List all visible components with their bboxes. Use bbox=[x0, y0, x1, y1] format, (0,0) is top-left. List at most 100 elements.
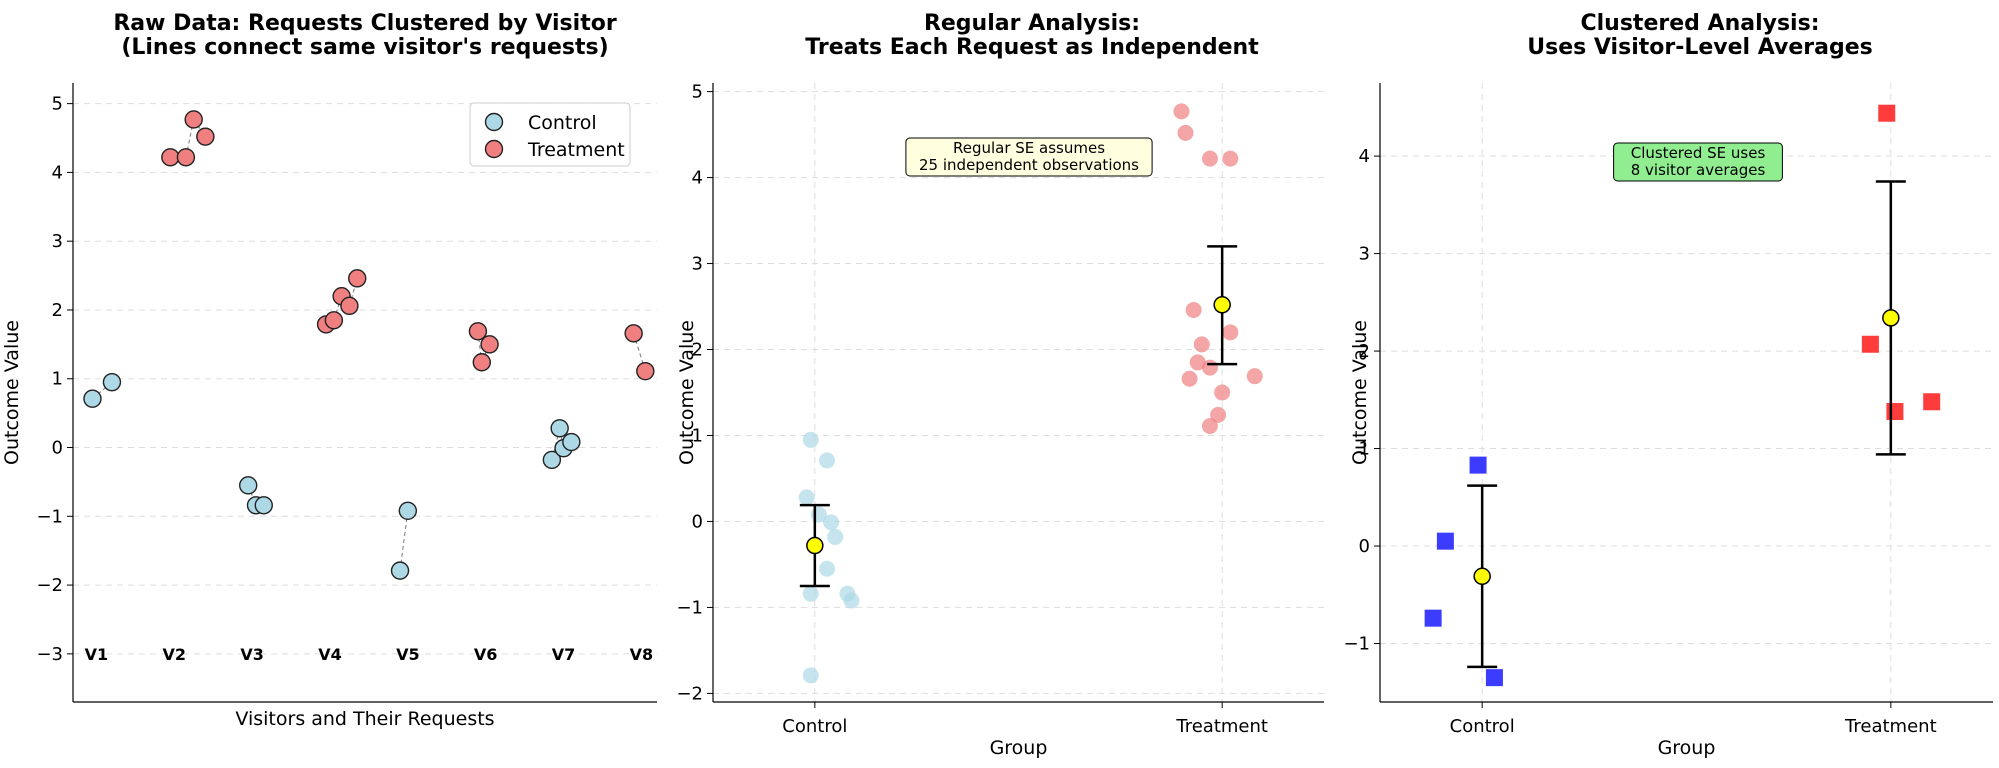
request-point bbox=[1189, 354, 1206, 371]
annotation-note-text: Regular SE assumes bbox=[953, 139, 1105, 157]
request-point bbox=[348, 269, 367, 288]
request-point bbox=[819, 452, 836, 469]
request-point bbox=[823, 514, 840, 531]
y-tick-label: 2 bbox=[1359, 341, 1370, 362]
annotation-note-text: Clustered SE uses bbox=[1631, 144, 1766, 162]
request-point bbox=[340, 296, 359, 316]
request-point bbox=[1246, 368, 1263, 385]
chart-subtitle: (Lines connect same visitor's requests) bbox=[121, 35, 608, 60]
request-point bbox=[636, 361, 655, 381]
y-tick-label: 1 bbox=[692, 425, 703, 446]
y-tick-label: 2 bbox=[52, 300, 63, 321]
y-tick-label: 3 bbox=[52, 231, 63, 252]
chart-title: Clustered Analysis: bbox=[1580, 11, 1819, 36]
y-tick-label: 3 bbox=[1359, 244, 1370, 265]
visitor-average-point bbox=[1485, 669, 1503, 687]
y-axis-label: Outcome Value bbox=[676, 320, 698, 465]
request-point bbox=[324, 311, 344, 330]
y-tick-label: −2 bbox=[676, 683, 703, 704]
x-tick-label: Control bbox=[782, 716, 847, 737]
y-tick-label: 5 bbox=[52, 94, 63, 115]
legend-marker bbox=[484, 112, 504, 132]
legend-label: Treatment bbox=[527, 139, 625, 161]
request-point bbox=[83, 389, 102, 408]
request-point bbox=[480, 335, 499, 354]
legend-marker bbox=[484, 139, 504, 159]
visitor-connector-line bbox=[399, 510, 409, 571]
request-point bbox=[550, 419, 569, 438]
request-point bbox=[542, 450, 562, 470]
legend-label: Control bbox=[528, 112, 597, 134]
request-point bbox=[1185, 301, 1202, 318]
request-point bbox=[819, 560, 836, 577]
request-point bbox=[196, 127, 215, 146]
y-tick-label: 3 bbox=[692, 254, 703, 275]
visitor-average-point bbox=[1923, 393, 1941, 411]
request-point bbox=[1201, 418, 1218, 435]
request-point bbox=[1222, 150, 1239, 167]
request-point bbox=[390, 561, 410, 580]
request-point bbox=[843, 592, 860, 609]
y-tick-label: 0 bbox=[1359, 536, 1370, 557]
request-point bbox=[1193, 336, 1210, 353]
request-point bbox=[102, 372, 122, 392]
y-tick-label: 2 bbox=[692, 340, 703, 361]
legend: Control Treatment bbox=[469, 102, 631, 167]
visitor-average-point bbox=[1878, 104, 1896, 122]
request-point bbox=[802, 585, 819, 602]
request-point bbox=[176, 148, 196, 167]
y-tick-label: 4 bbox=[692, 168, 703, 189]
request-point bbox=[1201, 359, 1218, 376]
y-tick-label: 1 bbox=[52, 369, 63, 390]
error-bar-control-mean-marker bbox=[806, 536, 824, 555]
request-point bbox=[254, 496, 273, 515]
annotation-note-box bbox=[905, 137, 1153, 177]
visitor-label: V2 bbox=[162, 645, 186, 664]
request-point bbox=[161, 148, 180, 167]
chart-title: Raw Data: Requests Clustered by Visitor bbox=[113, 11, 617, 36]
request-point bbox=[398, 501, 418, 520]
visitor-average-point bbox=[1886, 403, 1904, 421]
y-tick-label: 4 bbox=[1359, 146, 1370, 167]
request-point bbox=[238, 476, 258, 495]
x-axis-label: Visitors and Their Requests bbox=[235, 708, 494, 730]
x-axis-label: Group bbox=[1658, 737, 1716, 759]
error-bar-control-mean-marker bbox=[1473, 567, 1491, 586]
request-point bbox=[802, 667, 819, 684]
y-tick-label: −2 bbox=[36, 575, 63, 596]
y-tick-label: 4 bbox=[52, 162, 63, 183]
y-axis-label: Outcome Value bbox=[1349, 320, 1371, 465]
chart-subtitle: Treats Each Request as Independent bbox=[805, 35, 1259, 60]
error-bar-treatment-mean-marker bbox=[1882, 309, 1900, 327]
error-bar-treatment-mean-marker bbox=[1213, 296, 1231, 314]
chart-title: Regular Analysis: bbox=[924, 11, 1140, 36]
visitor-label: V6 bbox=[474, 645, 498, 664]
x-tick-label: Treatment bbox=[1844, 716, 1937, 737]
visitor-label: V5 bbox=[396, 645, 420, 664]
chart-subtitle: Uses Visitor-Level Averages bbox=[1527, 35, 1872, 60]
request-point bbox=[1214, 384, 1231, 401]
request-point bbox=[802, 431, 819, 448]
x-axis-label: Group bbox=[990, 737, 1048, 759]
request-point bbox=[1201, 150, 1218, 167]
visitor-average-point bbox=[1436, 532, 1454, 550]
request-point bbox=[472, 353, 491, 372]
request-point bbox=[798, 489, 815, 506]
annotation-note-text: 25 independent observations bbox=[919, 156, 1139, 174]
request-point bbox=[1222, 324, 1239, 341]
visitor-label: V1 bbox=[85, 645, 109, 664]
visitor-label: V8 bbox=[630, 645, 654, 664]
request-point bbox=[184, 110, 203, 129]
y-axis-label: Outcome Value bbox=[1, 320, 23, 465]
y-tick-label: −1 bbox=[36, 506, 63, 527]
x-tick-label: Control bbox=[1450, 716, 1515, 737]
visitor-average-point bbox=[1861, 335, 1879, 353]
request-point bbox=[562, 432, 581, 452]
request-point bbox=[468, 322, 488, 341]
annotation-note-box bbox=[1613, 142, 1783, 182]
request-point bbox=[1177, 124, 1194, 141]
request-point bbox=[827, 528, 844, 545]
x-tick-label: Treatment bbox=[1175, 716, 1268, 737]
